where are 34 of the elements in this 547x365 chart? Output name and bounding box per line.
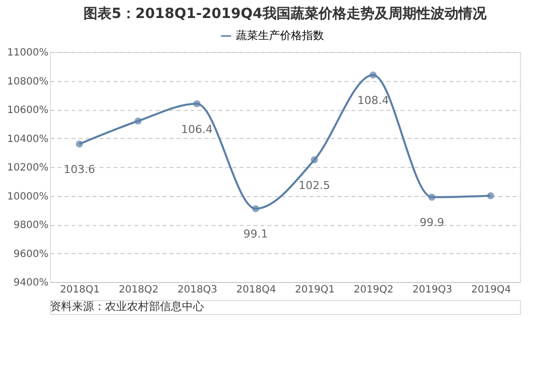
data-label: 102.5: [298, 178, 330, 192]
point: [310, 156, 318, 164]
point: [487, 192, 494, 200]
y-tick-label: 9600%: [14, 248, 48, 260]
legend-label: 蔬菜生产价格指数: [236, 29, 324, 42]
data-label: 106.4: [181, 122, 213, 136]
x-tick-label: 2019Q2: [354, 284, 394, 296]
x-tick-label: 2018Q3: [178, 284, 218, 296]
x-tick-label: 2019Q3: [412, 284, 452, 296]
y-tick-label: 10400%: [7, 134, 48, 145]
y-tick-label: 10800%: [7, 76, 48, 88]
y-tick-label: 10600%: [7, 105, 48, 116]
chart-title: 图表5：2018Q1-2019Q4我国蔬菜价格走势及周期性波动情况: [84, 6, 488, 22]
y-tick-label: 11000%: [7, 48, 48, 58]
x-tick-label: 2018Q1: [60, 284, 100, 296]
point: [193, 100, 200, 108]
y-tick-label: 9400%: [14, 278, 48, 288]
data-label: 103.6: [64, 163, 96, 176]
y-tick-label: 9800%: [14, 220, 48, 231]
point: [370, 71, 377, 79]
text: 资料来源：农业农村部信息中心: [50, 300, 204, 313]
point: [428, 194, 436, 201]
data-label: 99.1: [243, 228, 268, 241]
point: [76, 140, 83, 148]
point: [252, 205, 260, 212]
data-label: 99.9: [420, 216, 444, 230]
y-tick-label: 10000%: [7, 191, 48, 202]
x-tick-label: 2019Q1: [295, 284, 335, 296]
point: [134, 117, 142, 125]
x-tick-label: 2018Q4: [236, 284, 276, 296]
x-tick-label: 2018Q2: [118, 284, 158, 296]
data-label: 108.4: [357, 94, 389, 107]
y-tick-label: 10200%: [7, 162, 48, 174]
x-tick-label: 2019Q4: [471, 284, 511, 296]
